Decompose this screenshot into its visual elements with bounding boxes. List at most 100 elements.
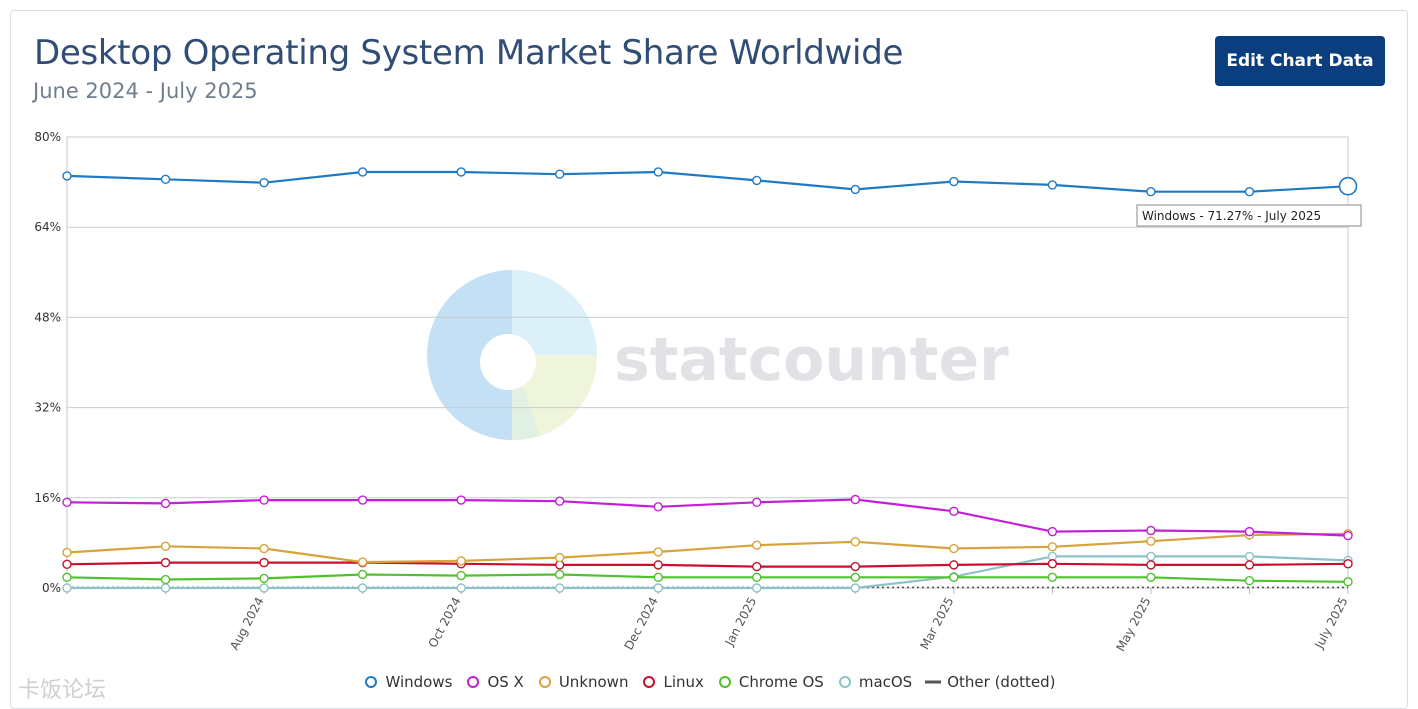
data-point[interactable] — [752, 561, 762, 572]
data-point[interactable] — [850, 494, 861, 505]
data-point[interactable] — [259, 177, 269, 188]
data-point[interactable] — [653, 167, 663, 177]
data-point[interactable] — [456, 556, 466, 566]
data-point[interactable] — [554, 496, 565, 506]
data-point[interactable] — [653, 572, 663, 582]
data-point[interactable] — [160, 174, 171, 184]
data-point[interactable] — [850, 537, 861, 547]
y-axis: 0% 16% 32% 48% 64% 80% — [34, 130, 61, 595]
legend-item-macos[interactable]: macOS — [836, 673, 912, 691]
data-point[interactable] — [752, 497, 762, 508]
data-point[interactable] — [62, 583, 72, 593]
data-point[interactable] — [752, 175, 762, 186]
data-point[interactable] — [752, 540, 762, 550]
legend-item-other-dotted[interactable]: Other (dotted) — [924, 673, 1056, 691]
data-point[interactable] — [456, 167, 466, 177]
y-tick-label: 80% — [34, 130, 61, 144]
data-point[interactable] — [456, 583, 466, 593]
data-point[interactable] — [1146, 551, 1156, 562]
data-point[interactable] — [1047, 542, 1058, 552]
forum-watermark: 卡饭论坛 — [18, 678, 107, 703]
data-point[interactable] — [949, 176, 959, 187]
data-point[interactable] — [1146, 525, 1156, 536]
data-point[interactable] — [1047, 526, 1058, 537]
legend-label: Unknown — [558, 672, 629, 691]
data-point[interactable] — [259, 583, 269, 593]
data-point[interactable] — [850, 583, 861, 593]
data-point[interactable] — [357, 495, 368, 505]
data-point[interactable] — [752, 572, 762, 582]
data-point[interactable] — [653, 583, 663, 593]
data-point[interactable] — [554, 569, 565, 580]
data-point[interactable] — [259, 543, 269, 554]
data-point[interactable] — [456, 570, 466, 581]
data-point[interactable] — [62, 547, 72, 558]
data-point[interactable] — [1244, 575, 1255, 586]
data-point[interactable] — [160, 557, 171, 568]
y-tick-label: 48% — [34, 310, 61, 324]
data-point[interactable] — [160, 498, 171, 509]
data-point[interactable] — [1047, 180, 1058, 190]
data-point[interactable] — [1244, 560, 1255, 570]
data-point[interactable] — [554, 583, 565, 593]
x-axis: Aug 2024 Oct 2024 Dec 2024 Jan 2025 Mar 2025… — [66, 588, 1351, 654]
data-point[interactable] — [949, 572, 959, 582]
data-point[interactable] — [259, 573, 269, 584]
data-point[interactable] — [1338, 176, 1358, 196]
data-point[interactable] — [160, 583, 171, 593]
legend-item-chrome-os[interactable]: Chrome OS — [716, 673, 824, 691]
legend-label: macOS — [858, 672, 913, 691]
data-point[interactable] — [653, 502, 663, 512]
data-point[interactable] — [850, 572, 861, 582]
data-point[interactable] — [1047, 572, 1058, 582]
data-point[interactable] — [62, 171, 72, 181]
legend-item-os-x[interactable]: OS X — [464, 673, 524, 691]
legend-item-linux[interactable]: Linux — [640, 673, 704, 691]
data-point[interactable] — [1146, 186, 1156, 197]
data-point[interactable] — [1343, 577, 1353, 587]
legend-item-windows[interactable]: Windows — [362, 673, 452, 691]
data-point[interactable] — [1244, 186, 1255, 197]
data-point[interactable] — [259, 495, 269, 505]
data-point[interactable] — [949, 560, 959, 570]
data-point[interactable] — [949, 506, 959, 517]
legend-label: Chrome OS — [738, 672, 824, 691]
data-point[interactable] — [1343, 559, 1353, 569]
data-point[interactable] — [62, 559, 72, 570]
data-point[interactable] — [850, 184, 861, 195]
data-point[interactable] — [1146, 572, 1156, 582]
legend-marker-icon — [538, 676, 551, 688]
series-line-chrome-os — [66, 573, 1349, 583]
data-point[interactable] — [456, 495, 466, 505]
data-point[interactable] — [1146, 560, 1156, 570]
data-point[interactable] — [357, 569, 368, 580]
data-point[interactable] — [1244, 551, 1255, 562]
series-line-macos — [67, 555, 1349, 590]
tooltip-box — [1136, 204, 1362, 227]
data-point[interactable] — [160, 574, 171, 585]
data-point[interactable] — [653, 560, 663, 570]
data-point[interactable] — [160, 541, 171, 551]
data-point[interactable] — [357, 167, 368, 177]
data-point[interactable] — [357, 583, 368, 593]
data-point[interactable] — [62, 572, 72, 582]
data-point[interactable] — [1047, 559, 1058, 569]
data-point[interactable] — [949, 543, 959, 554]
data-point[interactable] — [1343, 530, 1353, 541]
series-linux — [62, 557, 1353, 572]
data-point[interactable] — [554, 552, 565, 563]
series-os-x — [62, 494, 1353, 541]
data-point[interactable] — [850, 561, 861, 572]
data-point[interactable] — [259, 557, 269, 568]
data-point[interactable] — [357, 557, 368, 567]
legend-item-unknown[interactable]: Unknown — [536, 672, 629, 691]
data-point[interactable] — [554, 169, 565, 179]
data-point[interactable] — [62, 497, 72, 508]
data-point[interactable] — [1146, 536, 1156, 546]
data-point[interactable] — [1244, 526, 1255, 537]
statcounter-logo-watermark — [427, 270, 598, 441]
data-point[interactable] — [653, 547, 663, 557]
series-line-os-x — [66, 498, 1349, 537]
edit-chart-data-button[interactable]: Edit Chart Data — [1215, 36, 1385, 86]
data-point[interactable] — [752, 583, 762, 593]
